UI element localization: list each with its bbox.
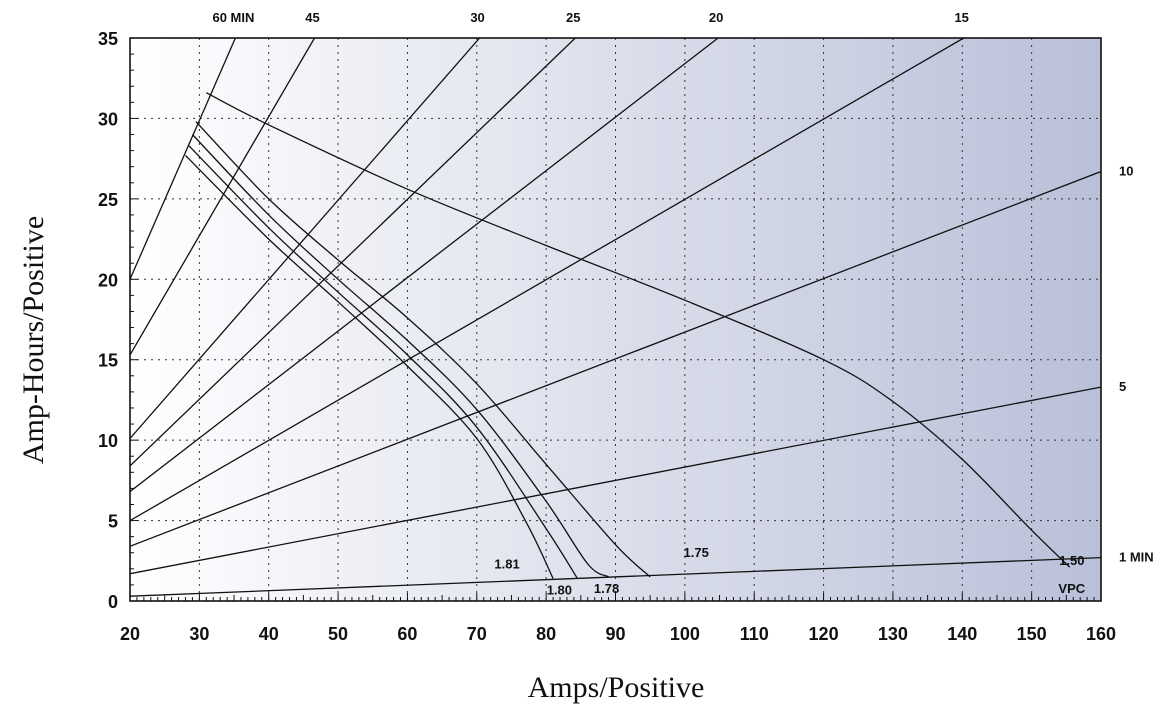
line-label: 60 MIN bbox=[212, 10, 254, 25]
x-axis-label: Amps/Positive bbox=[528, 671, 705, 704]
time-line bbox=[130, 38, 481, 439]
voltage-curve bbox=[188, 145, 578, 579]
x-tick-label: 150 bbox=[1017, 624, 1047, 644]
time-line bbox=[130, 386, 1101, 575]
line-label: 1 MIN bbox=[1119, 550, 1154, 565]
voltage-curve bbox=[191, 134, 609, 578]
y-axis-label: Amp-Hours/Positive bbox=[17, 216, 50, 464]
line-label: VPC bbox=[1058, 581, 1085, 596]
plot-frame bbox=[129, 37, 1102, 602]
y-tick-label: 25 bbox=[98, 190, 118, 210]
line-label: 20 bbox=[709, 10, 723, 25]
y-tick-label: 15 bbox=[98, 351, 118, 371]
line-labels: 60 MIN 45 30 25 20 15 10 5 1 MIN 1.81 1.80 1.78 1.75… bbox=[212, 10, 1153, 597]
time-line bbox=[130, 38, 316, 356]
line-label: 1.50 bbox=[1059, 553, 1084, 568]
voltage-curve bbox=[195, 121, 651, 578]
voltage-curve bbox=[206, 92, 1071, 568]
x-tick-label: 140 bbox=[947, 624, 977, 644]
time-line bbox=[130, 38, 719, 493]
x-tick-label: 30 bbox=[189, 624, 209, 644]
line-label: 15 bbox=[954, 10, 968, 25]
line-label: 45 bbox=[305, 10, 319, 25]
line-label: 10 bbox=[1119, 164, 1133, 179]
x-tick-label: 60 bbox=[397, 624, 417, 644]
x-tick-label: 50 bbox=[328, 624, 348, 644]
x-tick-label: 130 bbox=[878, 624, 908, 644]
time-line bbox=[130, 38, 236, 280]
line-label: 1.81 bbox=[494, 556, 519, 571]
y-tick-label: 0 bbox=[108, 592, 118, 612]
x-tick-label: 100 bbox=[670, 624, 700, 644]
x-tick-label: 110 bbox=[740, 624, 769, 644]
y-tick-label: 35 bbox=[98, 29, 118, 49]
x-ticks: 20 30 40 50 60 70 80 90 100 110 120 130 140 150 160 bbox=[120, 624, 1116, 644]
x-tick-label: 90 bbox=[605, 624, 625, 644]
time-line bbox=[130, 38, 576, 467]
line-label: 1.78 bbox=[594, 581, 619, 596]
y-ticks: 0 5 10 15 20 25 30 35 bbox=[98, 29, 118, 612]
y-tick-label: 10 bbox=[98, 431, 118, 451]
time-line bbox=[130, 170, 1101, 547]
x-tick-label: 80 bbox=[536, 624, 556, 644]
x-tick-label: 70 bbox=[467, 624, 487, 644]
line-label: 30 bbox=[470, 10, 484, 25]
line-label: 5 bbox=[1119, 379, 1126, 394]
line-label: 1.80 bbox=[547, 582, 572, 597]
x-tick-label: 160 bbox=[1086, 624, 1116, 644]
voltage-curve bbox=[185, 154, 554, 579]
time-line bbox=[130, 556, 1101, 597]
y-tick-label: 5 bbox=[108, 512, 118, 532]
x-tick-label: 40 bbox=[259, 624, 279, 644]
line-label: 1.75 bbox=[684, 545, 709, 560]
x-tick-label: 120 bbox=[809, 624, 839, 644]
line-label: 25 bbox=[566, 10, 580, 25]
grid bbox=[130, 38, 1101, 601]
x-tick-label: 20 bbox=[120, 624, 140, 644]
curves bbox=[130, 38, 1101, 597]
time-line bbox=[130, 38, 965, 522]
y-tick-label: 30 bbox=[98, 109, 118, 129]
y-tick-label: 20 bbox=[98, 270, 118, 290]
